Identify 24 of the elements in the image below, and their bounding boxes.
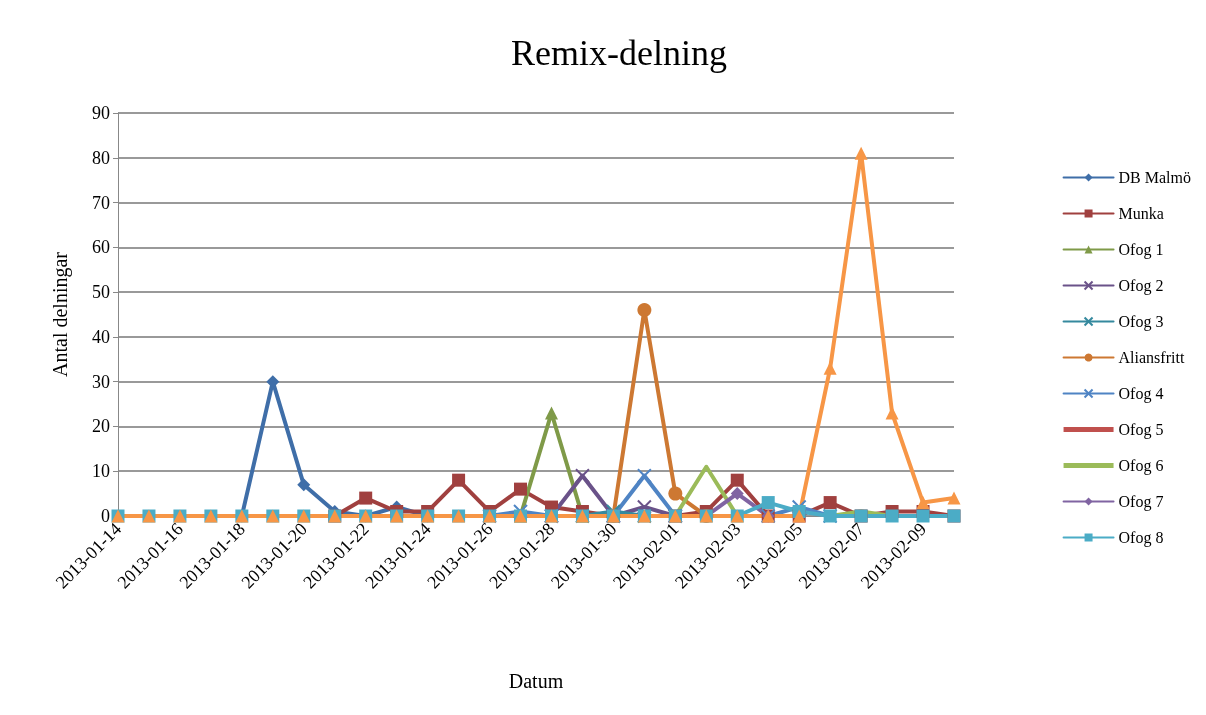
- legend-label: DB Malmö: [1118, 169, 1192, 186]
- legend-label: Ofog 7: [1118, 493, 1164, 511]
- y-tick-label: 80: [92, 147, 110, 168]
- y-tick-label: 70: [92, 192, 110, 213]
- y-axis-title: Antal delningar: [49, 251, 72, 377]
- legend-label: Aliansfritt: [1118, 349, 1185, 366]
- legend-label: Ofog 3: [1118, 313, 1164, 331]
- legend-label: Ofog 1: [1118, 241, 1164, 259]
- y-tick-label: 60: [92, 237, 110, 258]
- legend-label: Ofog 2: [1118, 277, 1164, 295]
- y-tick-label: 20: [92, 416, 110, 437]
- x-axis-title: Datum: [508, 670, 564, 692]
- y-tick-label: 90: [92, 103, 110, 123]
- y-tick-label: 40: [92, 326, 110, 347]
- y-tick-label: 10: [92, 461, 110, 482]
- y-tick-label: 30: [92, 371, 110, 392]
- y-tick-label: 0: [101, 506, 110, 526]
- y-tick-label: 50: [92, 282, 110, 303]
- legend-label: Ofog 8: [1118, 529, 1164, 547]
- legend-label: Munka: [1118, 205, 1164, 222]
- chart-title: Remix-delning: [511, 33, 727, 73]
- legend-label: Ofog 4: [1118, 385, 1164, 403]
- legend-label: Ofog 5: [1118, 421, 1164, 439]
- legend-label: Ofog 6: [1118, 457, 1164, 475]
